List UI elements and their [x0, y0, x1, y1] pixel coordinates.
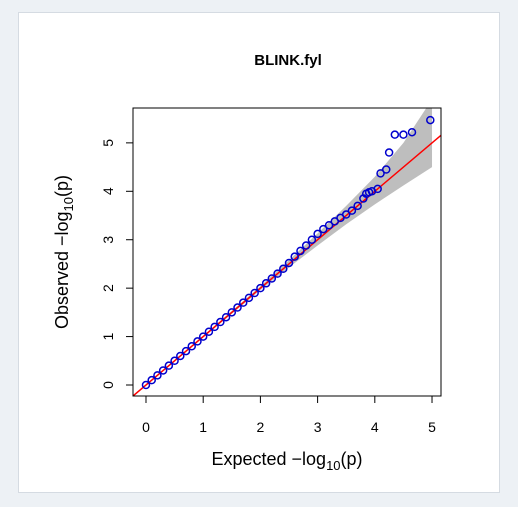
- y-label-end: (p): [52, 175, 72, 197]
- y-tick-label: 5: [100, 139, 116, 147]
- y-tick-label: 4: [100, 187, 116, 195]
- point: [176, 351, 185, 361]
- point: [319, 224, 328, 234]
- point: [399, 130, 408, 139]
- point: [164, 361, 174, 370]
- x-tick-label: 0: [142, 419, 150, 435]
- point: [204, 327, 214, 336]
- x-tick-label: 4: [371, 419, 379, 435]
- point: [353, 201, 362, 211]
- point: [284, 258, 294, 268]
- point: [210, 322, 219, 332]
- plot-frame: [132, 107, 442, 397]
- point: [390, 130, 400, 139]
- point: [347, 206, 357, 215]
- chart-title: BLINK.fyl: [254, 52, 322, 69]
- point: [373, 184, 382, 194]
- point: [244, 293, 254, 303]
- panel: [18, 12, 500, 493]
- point: [147, 375, 156, 385]
- point: [267, 274, 277, 283]
- point: [279, 264, 288, 274]
- x-tick-label: 2: [257, 419, 265, 435]
- point: [256, 283, 265, 293]
- x-tick-label: 1: [199, 419, 207, 435]
- point: [193, 337, 202, 346]
- point: [198, 332, 208, 341]
- y-label-text: Observed −log: [52, 211, 72, 329]
- point: [376, 169, 385, 178]
- point: [216, 317, 225, 327]
- x-tick-label: 5: [428, 419, 436, 435]
- point: [261, 279, 271, 288]
- point: [153, 371, 162, 380]
- point: [426, 115, 435, 125]
- point: [296, 246, 305, 256]
- point: [221, 312, 231, 322]
- point: [341, 210, 351, 219]
- point: [324, 220, 334, 230]
- plot-area: [133, 108, 441, 396]
- point: [187, 342, 197, 351]
- y-tick-label: 2: [100, 284, 116, 292]
- point: [407, 127, 417, 137]
- point: [141, 380, 151, 390]
- x-label-end: (p): [341, 449, 363, 469]
- point: [301, 241, 311, 250]
- point: [238, 298, 248, 307]
- x-label-text: Expected −log: [211, 449, 326, 469]
- point: [233, 303, 242, 312]
- y-axis-label: Observed −log10(p): [52, 175, 76, 329]
- y-tick-label: 3: [100, 236, 116, 244]
- x-label-sub: 10: [326, 458, 340, 473]
- y-tick-label: 1: [100, 332, 116, 340]
- point: [384, 148, 394, 157]
- point: [290, 252, 299, 261]
- point: [158, 366, 168, 375]
- point: [313, 229, 322, 239]
- point: [382, 165, 391, 174]
- point: [250, 288, 259, 298]
- confidence-band: [145, 108, 433, 386]
- point: [273, 269, 282, 278]
- x-axis-label: Expected −log10(p): [211, 449, 362, 473]
- point: [307, 235, 317, 244]
- point: [227, 308, 237, 317]
- point: [170, 356, 179, 366]
- y-label-sub: 10: [61, 197, 76, 211]
- x-tick-label: 3: [314, 419, 322, 435]
- point: [181, 346, 191, 356]
- y-tick-label: 0: [100, 381, 116, 389]
